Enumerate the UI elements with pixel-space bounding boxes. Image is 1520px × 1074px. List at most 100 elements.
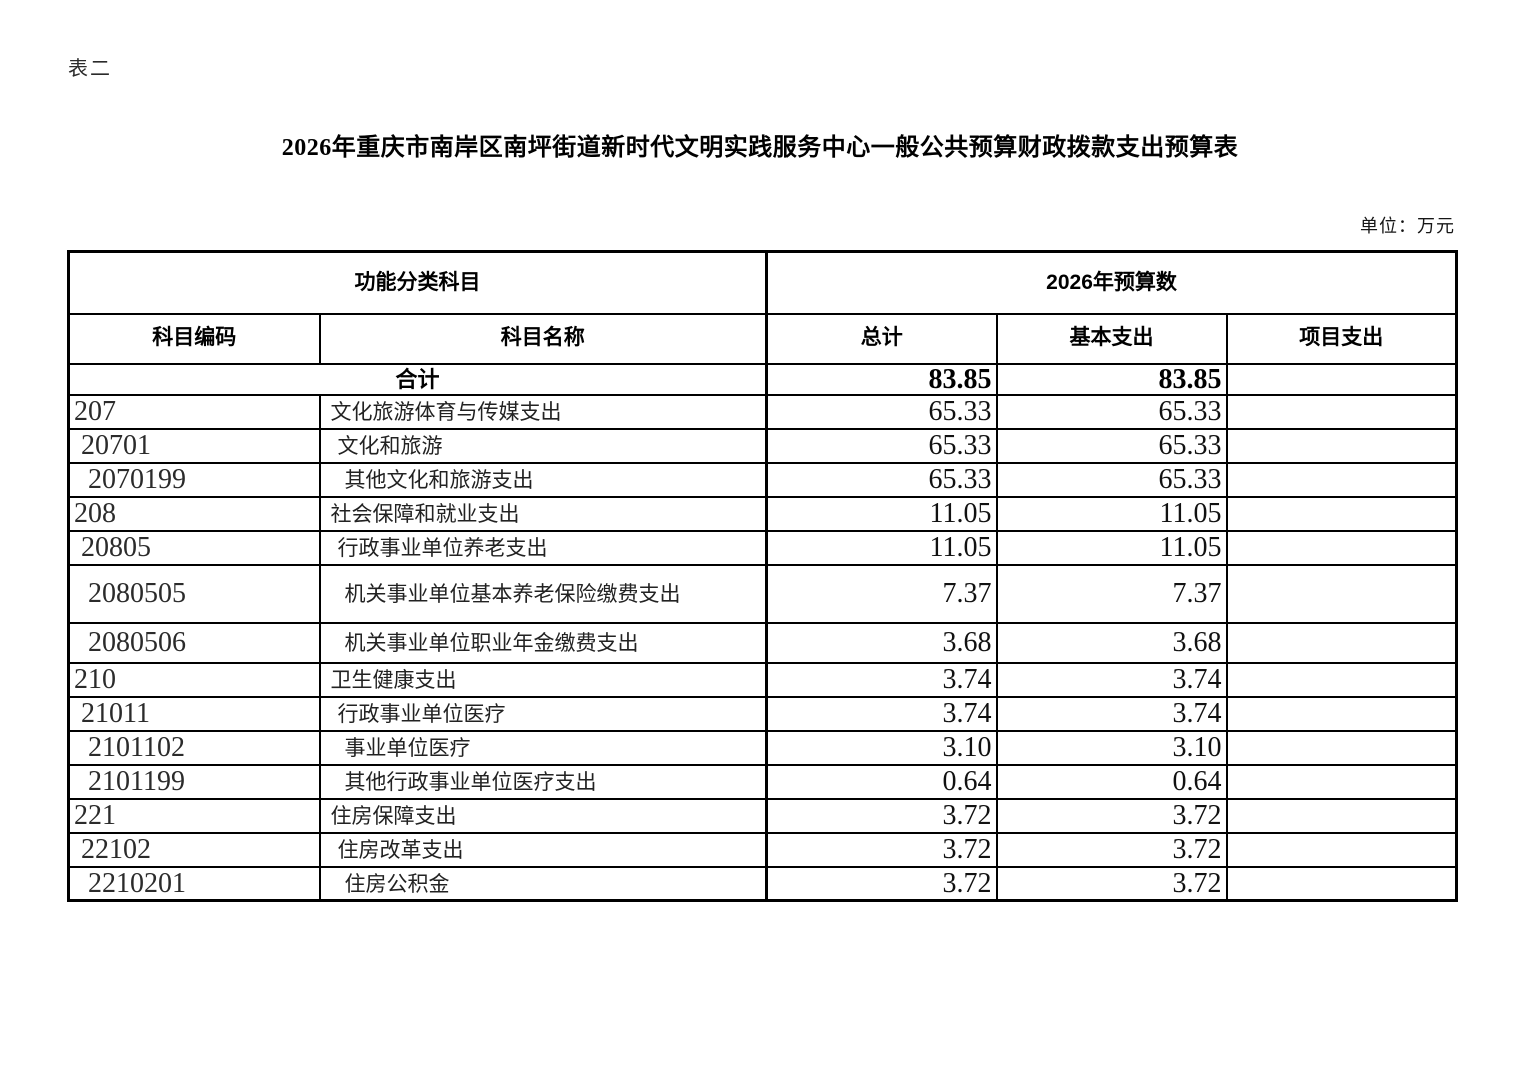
cell-total: 3.68: [765, 621, 998, 664]
cell-basic: 65.33: [995, 461, 1228, 498]
cell-project: [1225, 393, 1458, 430]
cell-total: 7.37: [765, 563, 998, 624]
subject-name: 住房公积金: [318, 865, 768, 902]
subject-name: 其他行政事业单位医疗支出: [318, 763, 768, 800]
cell-basic: 3.72: [995, 865, 1228, 902]
cell-project: [1225, 621, 1458, 664]
total-label: 合计: [67, 362, 768, 396]
header-group-row: 功能分类科目 2026年预算数: [67, 250, 1458, 315]
subject-name: 卫生健康支出: [318, 661, 768, 698]
cell-basic: 3.10: [995, 729, 1228, 766]
subject-name: 住房保障支出: [318, 797, 768, 834]
col-header-total: 总计: [765, 312, 998, 365]
subject-name: 社会保障和就业支出: [318, 495, 768, 532]
header-function-classification: 功能分类科目: [67, 250, 768, 315]
cell-project: [1225, 797, 1458, 834]
subject-code: 2101199: [67, 763, 321, 800]
subject-code: 2101102: [67, 729, 321, 766]
cell-project: [1225, 763, 1458, 800]
cell-basic: 7.37: [995, 563, 1228, 624]
table-row: 20701 文化和旅游 65.33 65.33: [67, 427, 1458, 464]
subject-name: 行政事业单位医疗: [318, 695, 768, 732]
cell-basic: 83.85: [995, 362, 1228, 396]
cell-project: [1225, 831, 1458, 868]
table-row: 221 住房保障支出 3.72 3.72: [67, 797, 1458, 834]
subject-name: 机关事业单位职业年金缴费支出: [318, 621, 768, 664]
cell-project: [1225, 461, 1458, 498]
table-row: 2101199 其他行政事业单位医疗支出 0.64 0.64: [67, 763, 1458, 800]
cell-basic: 11.05: [995, 495, 1228, 532]
cell-total: 65.33: [765, 393, 998, 430]
subject-name: 住房改革支出: [318, 831, 768, 868]
subject-name: 事业单位医疗: [318, 729, 768, 766]
cell-project: [1225, 695, 1458, 732]
cell-total: 3.74: [765, 661, 998, 698]
cell-project: [1225, 495, 1458, 532]
table-row: 2070199 其他文化和旅游支出 65.33 65.33: [67, 461, 1458, 498]
page-title: 2026年重庆市南岸区南坪街道新时代文明实践服务中心一般公共预算财政拨款支出预算…: [281, 135, 1239, 161]
subject-code: 2080505: [67, 563, 321, 624]
cell-total: 65.33: [765, 427, 998, 464]
cell-project: [1225, 362, 1458, 396]
subject-code: 210: [67, 661, 321, 698]
subject-code: 22102: [67, 831, 321, 868]
cell-basic: 3.72: [995, 797, 1228, 834]
col-header-project-expenditure: 项目支出: [1225, 312, 1458, 365]
cell-total: 11.05: [765, 495, 998, 532]
cell-basic: 3.74: [995, 695, 1228, 732]
cell-basic: 65.33: [995, 393, 1228, 430]
cell-total: 11.05: [765, 529, 998, 566]
cell-total: 3.74: [765, 695, 998, 732]
subject-code: 20805: [67, 529, 321, 566]
cell-basic: 3.74: [995, 661, 1228, 698]
table-number-label: 表二: [68, 58, 112, 80]
cell-total: 0.64: [765, 763, 998, 800]
table-row-total: 合计 83.85 83.85: [67, 362, 1458, 396]
cell-basic: 11.05: [995, 529, 1228, 566]
cell-basic: 0.64: [995, 763, 1228, 800]
subject-code: 2070199: [67, 461, 321, 498]
col-header-subject-code: 科目编码: [67, 312, 321, 365]
subject-name: 其他文化和旅游支出: [318, 461, 768, 498]
budget-table: 功能分类科目 2026年预算数 科目编码 科目名称 总计 基本支出 项目支出 合…: [67, 250, 1459, 903]
subject-code: 20701: [67, 427, 321, 464]
cell-project: [1225, 865, 1458, 902]
subject-code: 221: [67, 797, 321, 834]
cell-basic: 65.33: [995, 427, 1228, 464]
col-header-basic-expenditure: 基本支出: [995, 312, 1228, 365]
cell-project: [1225, 563, 1458, 624]
table-row: 207 文化旅游体育与传媒支出 65.33 65.33: [67, 393, 1458, 430]
table-row: 20805 行政事业单位养老支出 11.05 11.05: [67, 529, 1458, 566]
table-row: 210 卫生健康支出 3.74 3.74: [67, 661, 1458, 698]
subject-name: 文化和旅游: [318, 427, 768, 464]
cell-basic: 3.68: [995, 621, 1228, 664]
cell-project: [1225, 729, 1458, 766]
cell-project: [1225, 529, 1458, 566]
cell-project: [1225, 427, 1458, 464]
subject-code: 2080506: [67, 621, 321, 664]
subject-name: 文化旅游体育与传媒支出: [318, 393, 768, 430]
table-row: 2080506 机关事业单位职业年金缴费支出 3.68 3.68: [67, 621, 1458, 664]
cell-total: 65.33: [765, 461, 998, 498]
cell-total: 3.72: [765, 831, 998, 868]
table-row: 21011 行政事业单位医疗 3.74 3.74: [67, 695, 1458, 732]
col-header-subject-name: 科目名称: [318, 312, 768, 365]
table-row: 2080505 机关事业单位基本养老保险缴费支出 7.37 7.37: [67, 563, 1458, 624]
header-budget-2026: 2026年预算数: [764, 250, 1458, 315]
table-row: 2101102 事业单位医疗 3.10 3.10: [67, 729, 1458, 766]
table-row: 22102 住房改革支出 3.72 3.72: [67, 831, 1458, 868]
unit-note: 单位：万元: [1360, 216, 1455, 236]
table-row: 2210201 住房公积金 3.72 3.72: [67, 865, 1458, 902]
cell-project: [1225, 661, 1458, 698]
cell-total: 3.72: [765, 797, 998, 834]
subject-code: 21011: [67, 695, 321, 732]
subject-name: 机关事业单位基本养老保险缴费支出: [318, 563, 768, 624]
cell-basic: 3.72: [995, 831, 1228, 868]
header-columns-row: 科目编码 科目名称 总计 基本支出 项目支出: [67, 312, 1458, 365]
subject-code: 208: [67, 495, 321, 532]
cell-total: 3.10: [765, 729, 998, 766]
subject-name: 行政事业单位养老支出: [318, 529, 768, 566]
table-row: 208 社会保障和就业支出 11.05 11.05: [67, 495, 1458, 532]
cell-total: 3.72: [765, 865, 998, 902]
